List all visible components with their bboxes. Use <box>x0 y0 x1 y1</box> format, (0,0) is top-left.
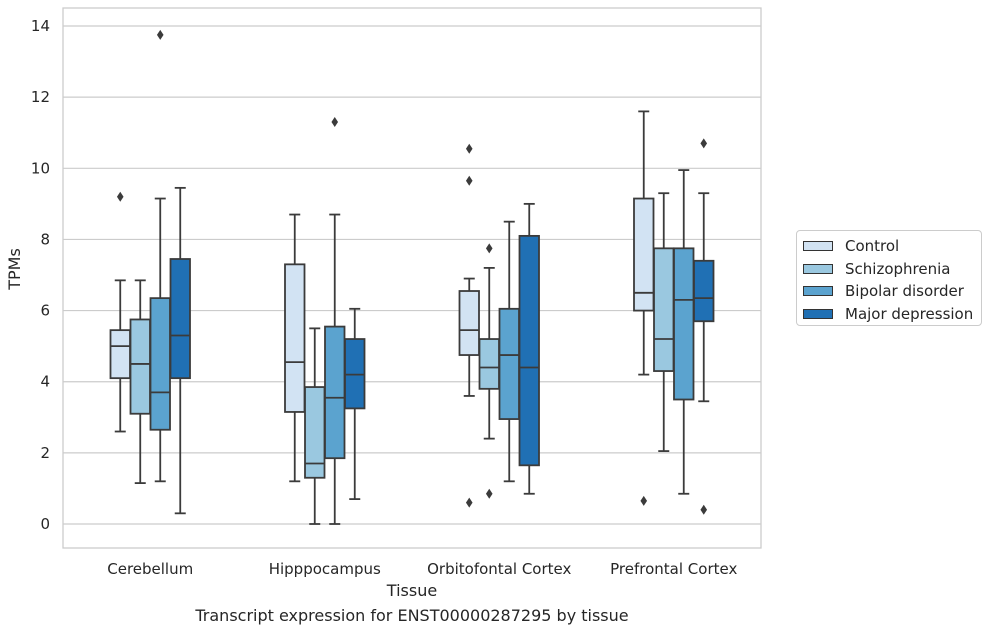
box-1-0 <box>129 279 151 484</box>
box-plot-series <box>109 29 715 525</box>
box-0-2 <box>458 143 480 508</box>
outlier-point <box>465 143 473 154</box>
y-tick-label: 12 <box>31 88 50 106</box>
box-0-1 <box>284 213 306 483</box>
legend-label-schizophrenia: Schizophrenia <box>845 259 951 278</box>
box-body <box>284 263 306 413</box>
x-tick-label: Hipppocampus <box>269 560 381 578</box>
outlier-point <box>485 243 493 254</box>
legend-label-bipolar-disorder: Bipolar disorder <box>845 282 964 301</box>
box-body <box>458 290 480 356</box>
outlier-point <box>465 175 473 186</box>
box-body <box>498 307 520 420</box>
y-axis-label: TPMs <box>5 248 24 291</box>
legend-item-bipolar-disorder: Bipolar disorder <box>803 280 981 303</box>
box-2-0 <box>149 29 171 483</box>
outlier-point <box>331 117 339 128</box>
outlier-point <box>700 138 708 149</box>
box-0-0 <box>109 191 131 433</box>
box-body <box>129 318 151 415</box>
x-tick-label: Orbitofontal Cortex <box>427 560 571 578</box>
legend-swatch-bipolar-disorder <box>803 286 833 297</box>
box-body <box>478 338 500 390</box>
y-tick-label: 2 <box>40 444 50 462</box>
x-tick-label: Cerebellum <box>107 560 193 578</box>
plot-area-frame <box>62 7 762 549</box>
x-axis-label: Tissue <box>386 581 437 600</box>
legend-item-major-depression: Major depression <box>803 303 981 326</box>
box-3-3 <box>693 138 715 515</box>
outlier-point <box>640 495 648 506</box>
x-axis-ticks: Cerebellum Hipppocampus Orbitofontal Corte… <box>107 560 737 578</box>
x-tick-label: Prefrontal Cortex <box>610 560 737 578</box>
box-body <box>324 325 346 460</box>
box-body <box>109 329 131 380</box>
y-tick-label: 6 <box>40 302 50 320</box>
y-tick-label: 14 <box>31 17 50 35</box>
box-3-0 <box>169 186 191 515</box>
box-1-3 <box>653 192 675 452</box>
legend-item-schizophrenia: Schizophrenia <box>803 258 981 281</box>
box-0-3 <box>633 110 655 506</box>
legend-swatch-control <box>803 241 833 252</box>
y-tick-label: 0 <box>40 515 50 533</box>
box-body <box>169 258 191 380</box>
legend-swatch-major-depression <box>803 308 833 319</box>
legend-item-control: Control <box>803 235 981 258</box>
outlier-point <box>485 488 493 499</box>
outlier-point <box>156 29 164 40</box>
y-tick-label: 4 <box>40 373 50 391</box>
box-2-3 <box>673 169 695 495</box>
outlier-point <box>465 497 473 508</box>
outlier-point <box>700 504 708 515</box>
box-body <box>693 259 715 323</box>
legend: Control Schizophrenia Bipolar disorder M… <box>796 230 982 326</box>
box-1-1 <box>304 327 326 525</box>
box-body <box>518 234 540 467</box>
chart-caption: Transcript expression for ENST0000028729… <box>195 606 629 625</box>
box-body <box>633 197 655 312</box>
y-tick-label: 8 <box>40 230 50 248</box>
box-body <box>653 247 675 372</box>
legend-label-control: Control <box>845 237 900 256</box>
legend-swatch-schizophrenia <box>803 263 833 274</box>
box-3-2 <box>518 202 540 495</box>
box-2-1 <box>324 117 346 525</box>
y-tick-label: 10 <box>31 159 50 177</box>
legend-label-major-depression: Major depression <box>845 304 974 323</box>
box-body <box>149 297 171 431</box>
box-2-2 <box>498 220 520 483</box>
box-1-2 <box>478 243 500 499</box>
box-3-1 <box>344 307 366 501</box>
outlier-point <box>116 191 124 202</box>
box-body <box>673 247 695 401</box>
y-axis-ticks: 0 2 4 6 8 10 12 14 <box>31 17 50 533</box>
